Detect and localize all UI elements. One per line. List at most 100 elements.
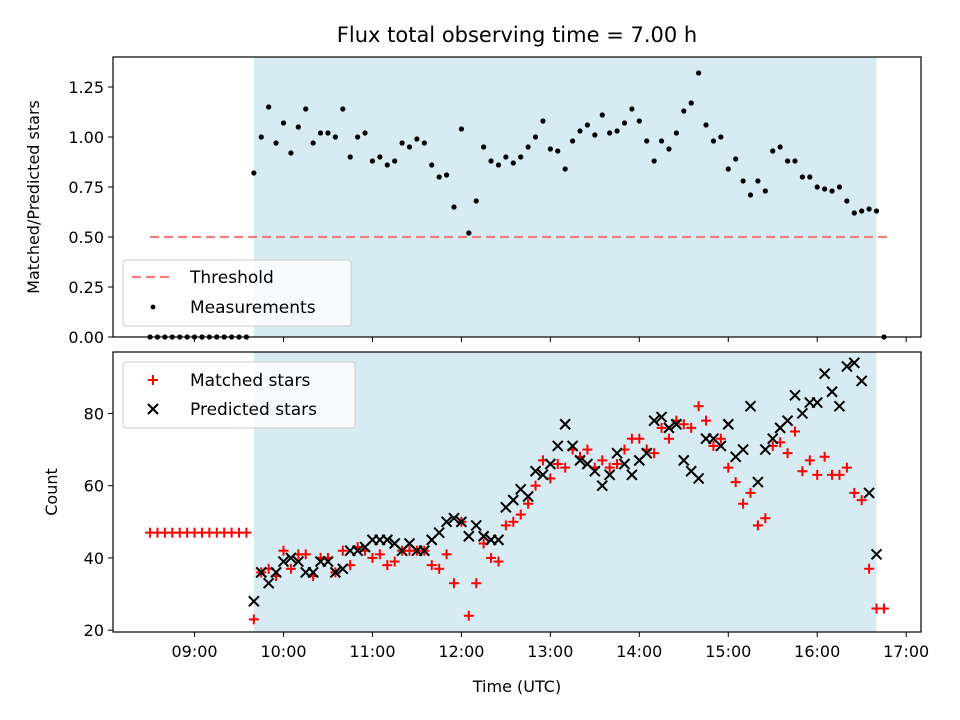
matched-star-point [812,469,823,480]
measurement-point [325,130,331,136]
measurement-point [355,134,361,140]
x-tick-label: 13:00 [527,642,573,661]
legend-measurements-label: Measurements [190,298,316,318]
measurement-point [658,138,665,144]
predicted-star-point-b [470,519,482,532]
predicted-star-point [351,545,364,557]
measurement-point [636,118,642,124]
predicted-star-point-b [463,530,475,542]
measurement-point [488,158,494,164]
measurement-point [392,158,398,164]
predicted-star-point-b [255,566,267,579]
measurement-point [599,112,605,118]
top-y-tick-label: 1.00 [68,128,104,147]
measurement-point [592,132,598,138]
measurement-point [310,140,316,146]
measurement-point [725,166,731,172]
predicted-star-point-b [566,440,579,452]
legend-matched-marker [148,375,158,385]
measurement-point [562,166,568,172]
matched-star-point [656,422,667,433]
x-tick-label: 17:00 [883,642,929,661]
predicted-star-point-b [574,454,586,467]
matched-star-point [300,549,311,560]
predicted-star-point-b [559,418,571,430]
measurement-point [807,174,813,180]
measurement-point [540,118,546,124]
predicted-star-point [863,487,875,499]
measurement-point [525,144,531,150]
predicted-star-point-b [248,595,260,607]
predicted-star-point [796,407,809,420]
predicted-star-point-b [537,469,549,481]
matched-star-point [367,552,378,563]
matched-star-point [878,603,889,614]
legend-predicted-swatch [147,403,159,415]
matched-star-point [612,459,623,469]
matched-star-point [389,556,400,567]
predicted-star-point [603,469,616,481]
matched-star-point [745,487,756,498]
predicted-stars-series [248,357,883,607]
x-tick-label: 16:00 [794,642,840,661]
predicted-star-point-b [611,447,623,459]
measurement-point [429,162,435,168]
predicted-star-point [559,418,571,430]
predicted-star-point-b [655,411,668,423]
predicted-star-point [655,411,668,423]
predicted-star-point-b [448,512,460,524]
matched-star-point [708,440,719,451]
measurement-point [466,230,472,236]
x-tick-label: 10:00 [260,642,306,661]
predicted-star-point-b [603,469,616,481]
predicted-star-point-b [722,418,734,430]
predicted-star-point-b [626,469,638,481]
matched-star-point [248,614,259,625]
predicted-star-point [826,386,838,398]
matched-star-point [738,498,749,509]
measurement-point [710,138,717,144]
legend-predicted-label: Predicted stars [190,400,317,420]
predicted-star-point [307,566,319,579]
measurement-point [799,174,805,180]
measurement-point [822,186,828,192]
matched-star-point [752,520,763,531]
predicted-star-point-b [477,530,490,542]
predicted-star-point [789,389,801,402]
bottom-shaded-span [253,352,877,632]
predicted-star-point [255,566,267,579]
matched-star-point [285,563,296,574]
predicted-star-point [470,519,482,532]
predicted-star-point [440,516,453,528]
predicted-star-point [277,555,290,568]
measurement-point [681,108,687,114]
measurement-point [577,128,583,134]
predicted-star-point [248,595,260,607]
predicted-star-point [596,479,608,492]
top-y-tick-label: 1.25 [68,78,104,97]
predicted-star-point [752,476,764,488]
matched-star-point [597,455,608,466]
measurement-point [873,208,880,214]
measurement-point [518,154,524,160]
x-tick-label: 12:00 [438,642,484,661]
predicted-star-point [270,566,282,579]
matched-star-point [382,560,393,571]
x-tick-label: 09:00 [171,642,217,661]
predicted-star-point-b [855,375,868,387]
measurement-point [481,144,487,150]
bottom-y-tick-label: 20 [84,621,104,640]
predicted-star-point-b [492,534,505,546]
measurement-point [317,130,324,136]
matched-star-point [426,560,437,571]
bottom-y-tick-label: 80 [84,404,104,423]
predicted-star-point [611,447,623,459]
predicted-star-point [522,490,534,503]
legend-matched-label: Matched stars [190,371,310,391]
matched-star-point [693,401,704,412]
matched-star-point [701,415,712,426]
predicted-star-point-b [848,357,860,369]
measurement-point [280,120,287,126]
predicted-star-point-b [285,552,297,564]
predicted-star-point-b [707,433,720,445]
